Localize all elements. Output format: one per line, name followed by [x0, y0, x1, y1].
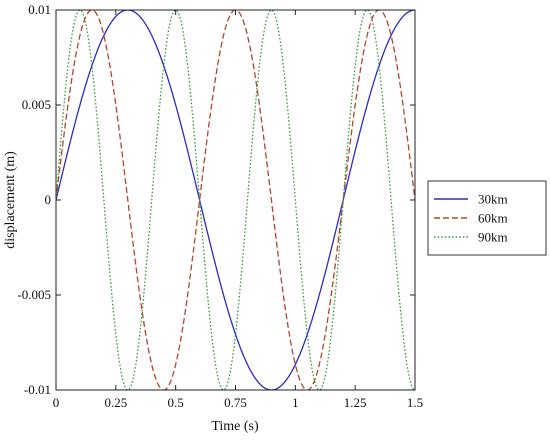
- x-tick-label: 1.25: [344, 395, 367, 410]
- x-tick-label: 1: [292, 395, 299, 410]
- legend-label-60km: 60km: [478, 211, 508, 226]
- x-tick-label: 1.5: [407, 395, 423, 410]
- y-tick-label: 0.005: [22, 97, 51, 112]
- x-axis-label: Time (s): [211, 419, 259, 434]
- legend: 30km 60km 90km: [427, 180, 547, 256]
- y-tick-label: -0.005: [17, 287, 51, 302]
- y-tick-label: -0.01: [24, 382, 51, 397]
- series-line-30km: [56, 10, 415, 390]
- y-axis-label: displacement (m): [3, 151, 18, 249]
- legend-label-90km: 90km: [478, 230, 508, 245]
- y-axis: -0.01 -0.005 0 0.005 0.01: [17, 2, 415, 397]
- series-layer: [56, 10, 415, 390]
- x-axis: 0 0.25 0.5 0.75 1 1.25 1.5: [53, 10, 423, 410]
- legend-label-30km: 30km: [478, 192, 508, 207]
- x-tick-label: 0: [53, 395, 60, 410]
- y-tick-label: 0: [45, 192, 52, 207]
- y-tick-label: 0.01: [28, 2, 51, 17]
- x-tick-label: 0.75: [224, 395, 247, 410]
- x-tick-label: 0.25: [104, 395, 127, 410]
- x-tick-label: 0.5: [168, 395, 184, 410]
- series-line-60km: [56, 10, 415, 390]
